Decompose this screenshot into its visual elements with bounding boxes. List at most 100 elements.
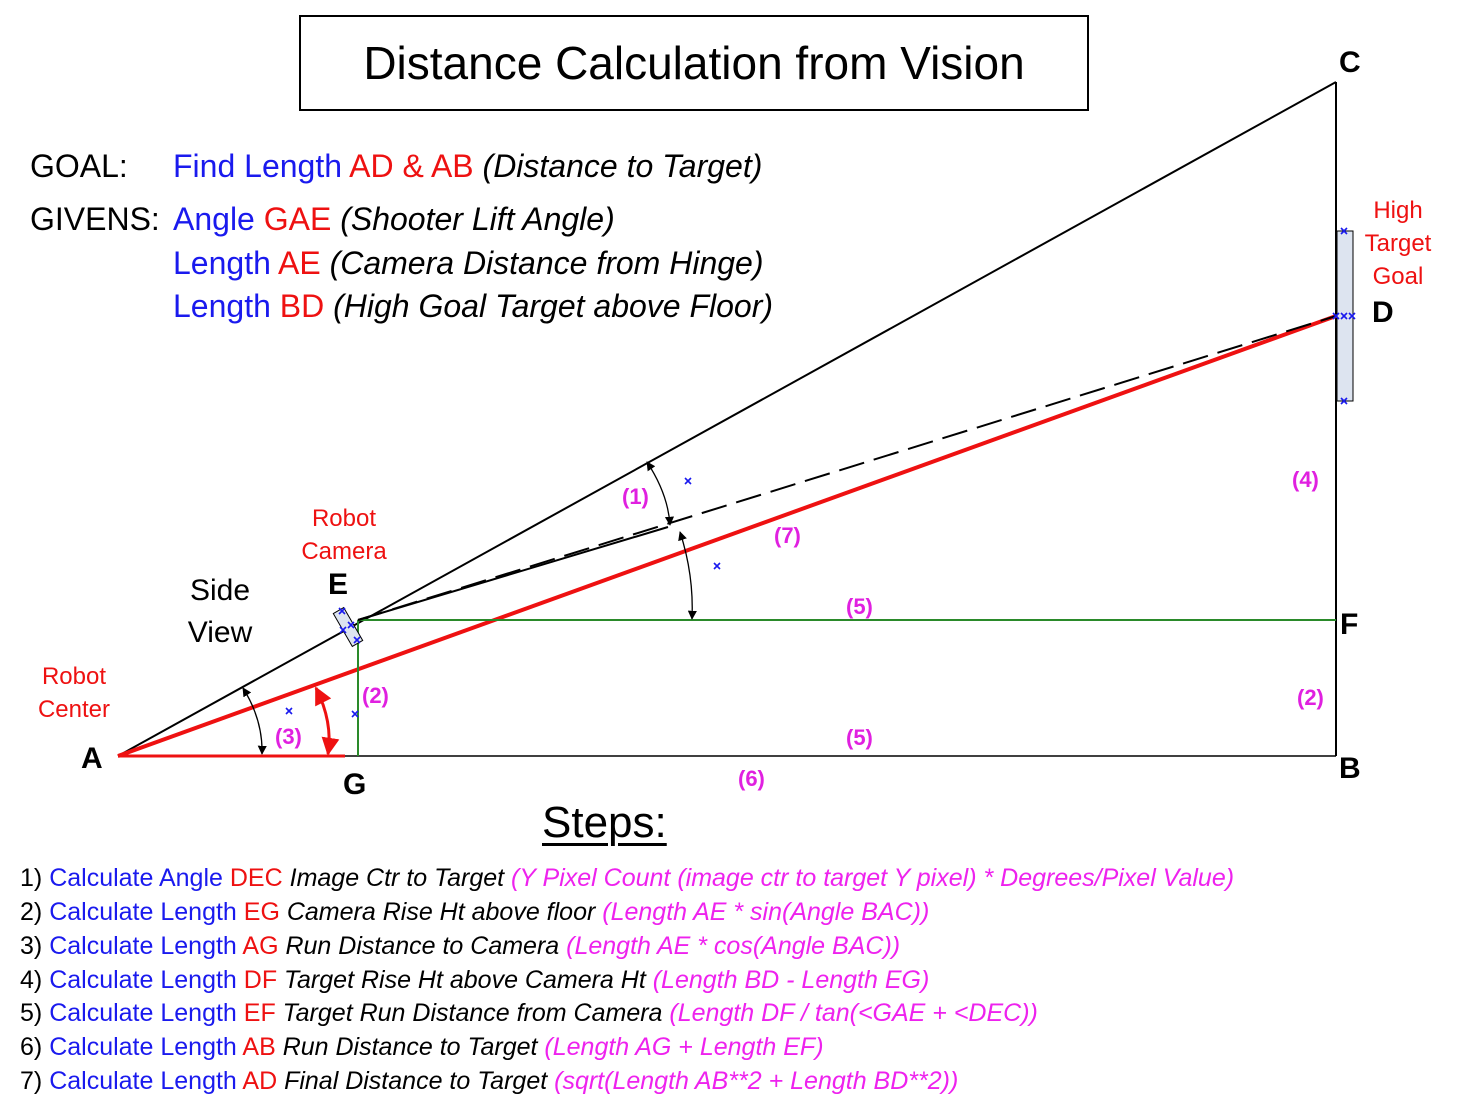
robot-center-label: Robot Center [26, 660, 122, 726]
step-formula: (Length AG + Length EF) [544, 1033, 824, 1061]
step-formula: (Length AE * cos(Angle BAC)) [566, 932, 901, 960]
step-number: 2) [20, 898, 50, 926]
given-item: Angle GAE (Shooter Lift Angle) [173, 203, 615, 235]
givens-label: GIVENS: [30, 201, 160, 237]
given-highlight: GAE [263, 201, 332, 237]
goal-highlight: AD & AB [349, 148, 474, 184]
line-AD [117, 314, 1337, 758]
step-desc: Run Distance to Target [275, 1033, 545, 1061]
step-desc: Target Run Distance from Camera [275, 999, 670, 1027]
step-action: Calculate Length [49, 999, 244, 1027]
point-label-E: E [328, 568, 349, 601]
step-var: AD [242, 1067, 278, 1095]
step-var: EF [243, 999, 276, 1027]
step-formula: (sqrt(Length AB**2 + Length BD**2)) [554, 1067, 959, 1095]
given-item: Length AE (Camera Distance from Hinge) [173, 247, 763, 279]
step-var: EG [243, 898, 280, 926]
step-var: AG [242, 932, 279, 960]
given-note: (Shooter Lift Angle) [340, 201, 615, 237]
step-item: 1) Calculate Angle DEC Image Ctr to Targ… [20, 866, 1234, 891]
robot-camera-line1: Robot [311, 505, 377, 532]
step-number: 4) [20, 966, 50, 994]
angle-arc-3 [242, 687, 267, 755]
side-view-line2: View [187, 616, 253, 649]
step-desc: Camera Rise Ht above floor [279, 898, 603, 926]
step-formula: (Y Pixel Count (image ctr to target Y pi… [511, 864, 1235, 892]
step-desc: Target Rise Ht above Camera Ht [277, 966, 653, 994]
line-ED-dashed [357, 315, 1337, 621]
step-action: Calculate Angle [49, 864, 230, 892]
goal-note: (Distance to Target) [482, 148, 763, 184]
given-note: (Camera Distance from Hinge) [329, 245, 764, 281]
step-desc: Image Ctr to Target [282, 864, 512, 892]
step-number: 3) [20, 932, 50, 960]
high-goal-label: High Target Goal [1360, 194, 1436, 293]
given-item: Length BD (High Goal Target above Floor) [173, 290, 773, 322]
step-marker: (4) [1292, 467, 1319, 492]
robot-center-line2: Center [37, 696, 111, 723]
high-goal-line3: Goal [1372, 263, 1424, 290]
point-label-F: F [1340, 608, 1359, 641]
point-label-C: C [1339, 46, 1361, 79]
step-number: 7) [20, 1067, 50, 1095]
line-AC [117, 81, 1337, 757]
given-text: Length [173, 288, 280, 324]
given-note: (High Goal Target above Floor) [333, 288, 774, 324]
step-action: Calculate Length [49, 898, 244, 926]
given-text: Angle [173, 201, 264, 237]
step-marker: (2) [362, 683, 389, 708]
step-item: 6) Calculate Length AB Run Distance to T… [20, 1035, 824, 1060]
given-highlight: AE [278, 245, 321, 281]
step-marker: (5) [846, 725, 873, 750]
goal-text: Find Length AD & AB (Distance to Target) [173, 150, 762, 182]
step-var: DEC [229, 864, 283, 892]
side-view-label: Side View [170, 570, 270, 654]
side-view-line1: Side [189, 574, 251, 607]
given-text: Length [173, 245, 278, 281]
step-number: 6) [20, 1033, 50, 1061]
step-marker: (7) [774, 523, 801, 548]
step-var: DF [243, 966, 278, 994]
goal-text-main: Find Length [173, 148, 350, 184]
step-item: 5) Calculate Length EF Target Run Distan… [20, 1001, 1038, 1026]
step-formula: (Length BD - Length EG) [652, 966, 930, 994]
goal-label: GOAL: [30, 148, 128, 184]
step-desc: Run Distance to Camera [278, 932, 567, 960]
step-action: Calculate Length [49, 966, 244, 994]
step-action: Calculate Length [49, 932, 243, 960]
angle-arc-1 [646, 461, 675, 526]
given-highlight: BD [279, 288, 325, 324]
step-item: 4) Calculate Length DF Target Rise Ht ab… [20, 968, 929, 993]
step-action: Calculate Length [49, 1067, 243, 1095]
point-label-B: B [1339, 752, 1361, 785]
step-formula: (Length DF / tan(<GAE + <DEC)) [669, 999, 1038, 1027]
step-marker: (6) [738, 766, 765, 791]
step-marker: (5) [846, 594, 873, 619]
step-marker: (1) [622, 484, 649, 509]
step-var: AB [242, 1033, 276, 1061]
step-item: 2) Calculate Length EG Camera Rise Ht ab… [20, 900, 929, 925]
page-title: Distance Calculation from Vision [299, 15, 1089, 111]
step-marker: (3) [275, 724, 302, 749]
step-formula: (Length AE * sin(Angle BAC)) [602, 898, 930, 926]
robot-camera-label: Robot Camera [292, 502, 396, 568]
point-label-D: D [1372, 296, 1394, 329]
step-item: 3) Calculate Length AG Run Distance to C… [20, 934, 900, 959]
step-number: 1) [20, 864, 50, 892]
step-item: 7) Calculate Length AD Final Distance to… [20, 1069, 958, 1094]
robot-center-line1: Robot [41, 663, 107, 690]
point-label-G: G [343, 768, 367, 801]
angle-arc-GAE [314, 686, 340, 756]
steps-heading: Steps: [542, 798, 667, 847]
high-goal-line1: High [1373, 197, 1423, 224]
high-goal-line2: Target [1364, 230, 1432, 257]
x-markers [285, 227, 1356, 718]
step-number: 5) [20, 999, 50, 1027]
step-action: Calculate Length [49, 1033, 243, 1061]
goal-line: GOAL: [30, 150, 128, 182]
robot-camera-line2: Camera [301, 538, 387, 565]
step-desc: Final Distance to Target [277, 1067, 555, 1095]
angle-arc-DEC [678, 531, 697, 620]
point-label-A: A [81, 742, 103, 775]
